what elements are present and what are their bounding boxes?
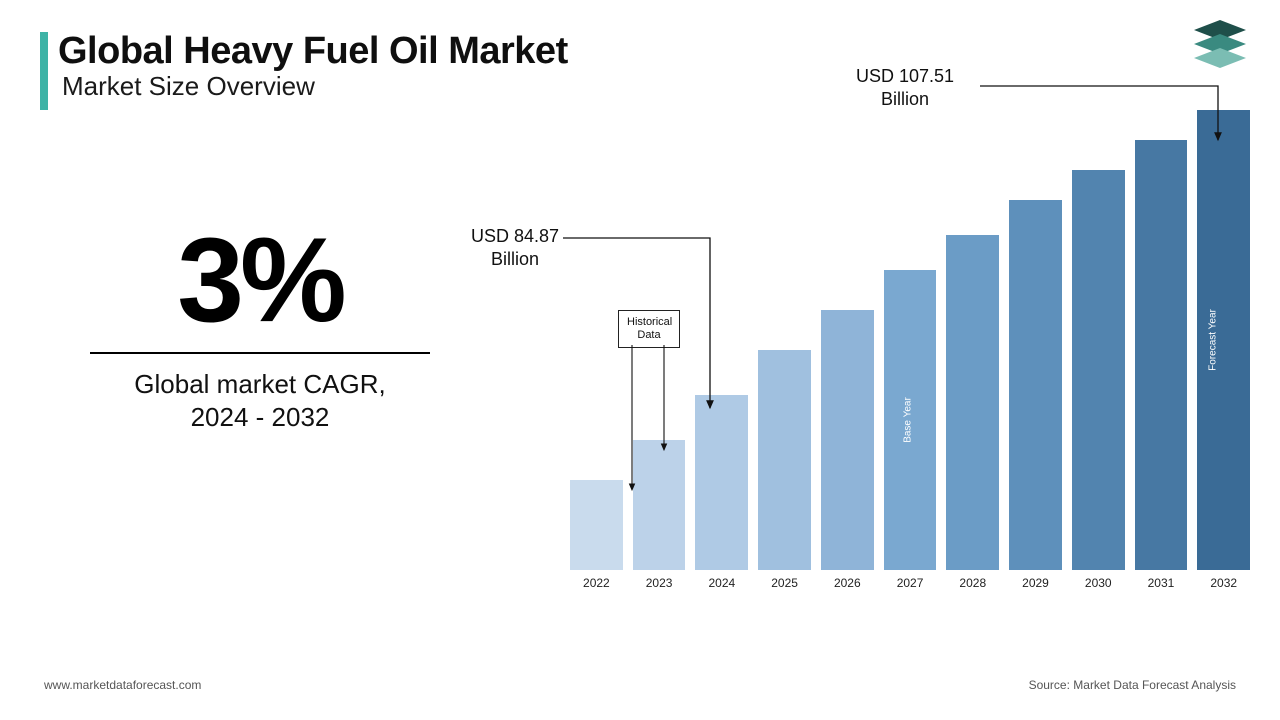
bar-col-2027: Base Year 2027 (884, 270, 937, 590)
bar-col-2024: 2024 (695, 395, 748, 590)
bar-year-2027: 2027 (897, 576, 924, 590)
bar-year-2026: 2026 (834, 576, 861, 590)
historical-data-box: Historical Data (618, 310, 680, 348)
bar-2028 (946, 235, 999, 570)
bar-2026 (821, 310, 874, 570)
bar-2032: Forecast Year (1197, 110, 1250, 570)
title-block: Global Heavy Fuel Oil Market Market Size… (40, 30, 568, 102)
bar-2025 (758, 350, 811, 570)
cagr-label-line2: 2024 - 2032 (90, 401, 430, 434)
cagr-label-line1: Global market CAGR, (90, 368, 430, 401)
bar-year-2032: 2032 (1210, 576, 1237, 590)
bar-2022 (570, 480, 623, 570)
brand-logo (1190, 20, 1250, 79)
bar-year-2031: 2031 (1148, 576, 1175, 590)
bar-col-2022: 2022 (570, 480, 623, 590)
bar-2031 (1135, 140, 1188, 570)
bar-year-2022: 2022 (583, 576, 610, 590)
cagr-block: 3% Global market CAGR, 2024 - 2032 (90, 220, 430, 433)
footer-source: Source: Market Data Forecast Analysis (1029, 678, 1236, 692)
bar-2024 (695, 395, 748, 570)
bar-year-2025: 2025 (771, 576, 798, 590)
bars-row: 2022 2023 2024 2025 2026 Base Year 2027 2028 202… (570, 130, 1250, 590)
bar-label-2027: Base Year (902, 397, 913, 443)
page-subtitle: Market Size Overview (62, 71, 568, 102)
bar-col-2029: 2029 (1009, 200, 1062, 590)
footer-url: www.marketdataforecast.com (44, 678, 201, 692)
bar-col-2028: 2028 (946, 235, 999, 590)
bar-year-2028: 2028 (959, 576, 986, 590)
callout-start-value: USD 84.87 Billion (470, 225, 560, 270)
bar-year-2023: 2023 (646, 576, 673, 590)
bar-2027: Base Year (884, 270, 937, 570)
bar-col-2026: 2026 (821, 310, 874, 590)
bar-year-2029: 2029 (1022, 576, 1049, 590)
bar-col-2031: 2031 (1135, 140, 1188, 590)
bar-col-2030: 2030 (1072, 170, 1125, 590)
page-title: Global Heavy Fuel Oil Market (58, 30, 568, 73)
bar-chart: 2022 2023 2024 2025 2026 Base Year 2027 2028 202… (570, 110, 1250, 630)
cagr-divider (90, 352, 430, 354)
bar-year-2024: 2024 (708, 576, 735, 590)
bar-label-2032: Forecast Year (1208, 309, 1219, 371)
title-accent-bar (40, 32, 48, 110)
bar-col-2032: Forecast Year 2032 (1197, 110, 1250, 590)
bar-2023 (633, 440, 686, 570)
bar-2029 (1009, 200, 1062, 570)
bar-2030 (1072, 170, 1125, 570)
callout-end-value: USD 107.51 Billion (830, 65, 980, 110)
cagr-value: 3% (90, 220, 430, 340)
bar-year-2030: 2030 (1085, 576, 1112, 590)
layers-icon (1190, 20, 1250, 74)
bar-col-2023: 2023 (633, 440, 686, 590)
bar-col-2025: 2025 (758, 350, 811, 590)
page-root: Global Heavy Fuel Oil Market Market Size… (0, 0, 1280, 720)
